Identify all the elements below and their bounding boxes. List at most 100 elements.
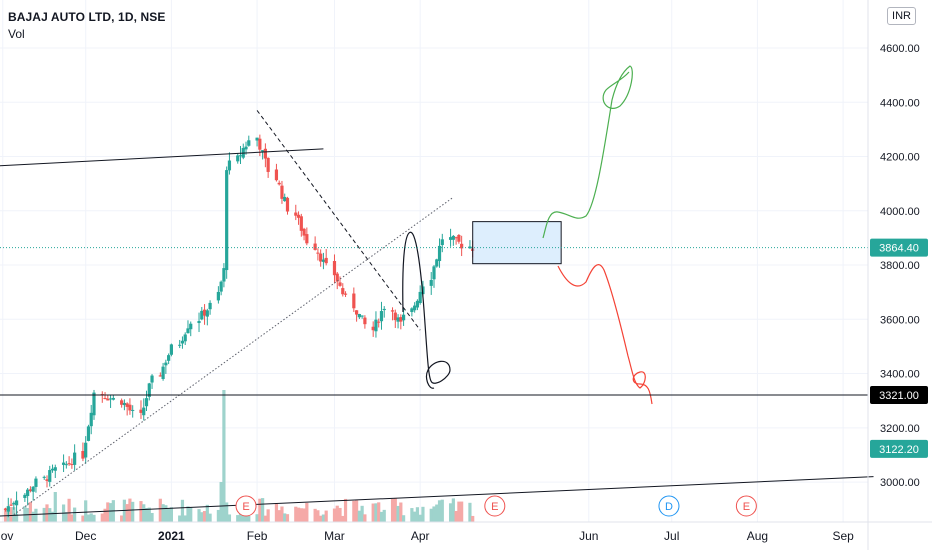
candle[interactable] [14, 491, 19, 515]
candle[interactable] [216, 286, 220, 304]
candle[interactable] [208, 300, 212, 315]
candle[interactable] [161, 362, 165, 381]
candle[interactable] [28, 486, 33, 493]
candle[interactable] [86, 424, 91, 442]
candle[interactable] [468, 240, 472, 250]
candle[interactable] [285, 196, 290, 215]
drawings[interactable] [0, 110, 874, 517]
candle[interactable] [219, 280, 223, 296]
candle[interactable] [128, 398, 132, 415]
candle[interactable] [183, 332, 187, 345]
candle[interactable] [451, 235, 455, 246]
horizontal-levels[interactable] [0, 247, 868, 396]
candle[interactable] [294, 204, 298, 221]
candle[interactable] [23, 493, 27, 502]
candle[interactable] [108, 395, 113, 408]
candle[interactable] [12, 501, 16, 510]
candle[interactable] [31, 486, 35, 501]
dividend-marker[interactable]: D [658, 495, 680, 517]
candle[interactable] [70, 458, 74, 469]
candle[interactable] [189, 321, 193, 337]
candle[interactable] [84, 436, 88, 464]
candle[interactable] [200, 306, 204, 321]
freehand-black[interactable] [402, 231, 451, 389]
candle[interactable] [167, 353, 171, 365]
candle[interactable] [280, 180, 284, 204]
candle[interactable] [103, 392, 107, 400]
candle[interactable] [374, 311, 378, 338]
trendline-dashed[interactable] [256, 110, 421, 331]
candle[interactable] [222, 263, 226, 288]
candle[interactable] [164, 359, 168, 374]
candle[interactable] [341, 283, 345, 297]
candle[interactable] [67, 456, 71, 466]
freehand-green[interactable] [542, 65, 633, 239]
candle[interactable] [354, 310, 359, 322]
candle[interactable] [144, 390, 149, 412]
candle[interactable] [460, 235, 464, 257]
candle[interactable] [48, 465, 52, 487]
candle[interactable] [106, 394, 110, 401]
candle[interactable] [227, 152, 232, 175]
candle[interactable] [205, 308, 209, 326]
candle[interactable] [382, 306, 386, 318]
candle[interactable] [169, 343, 173, 357]
candle[interactable] [343, 291, 348, 298]
candle[interactable] [437, 238, 442, 268]
candle[interactable] [363, 315, 367, 329]
candle[interactable] [332, 254, 337, 284]
candle[interactable] [377, 318, 381, 328]
candle[interactable] [6, 497, 10, 518]
candle[interactable] [9, 498, 13, 507]
candle[interactable] [73, 444, 77, 471]
price-axis[interactable]: 4600.00 4400.00 4200.00 4000.00 3800.00 3600.… [867, 0, 928, 550]
candle[interactable] [89, 404, 93, 435]
candle[interactable] [26, 488, 30, 506]
candle[interactable] [299, 213, 303, 237]
candle[interactable] [418, 285, 422, 305]
candle[interactable] [413, 302, 417, 313]
candle[interactable] [296, 211, 301, 225]
candle[interactable] [100, 391, 104, 403]
candle[interactable] [178, 339, 182, 349]
candle[interactable] [263, 143, 267, 168]
trendline-solid[interactable] [0, 148, 324, 167]
candle[interactable] [448, 228, 453, 247]
candle[interactable] [50, 464, 55, 473]
candle[interactable] [147, 382, 151, 401]
candle[interactable] [131, 405, 135, 418]
earnings-marker[interactable]: E [484, 495, 506, 517]
price-badge[interactable]: 3122.20 [870, 439, 928, 458]
price-badge[interactable]: 3864.40 [870, 238, 928, 257]
candle[interactable] [305, 227, 309, 246]
candle[interactable] [241, 143, 245, 160]
candle[interactable] [202, 304, 207, 325]
candle[interactable] [390, 307, 395, 321]
candle[interactable] [247, 135, 251, 147]
candle[interactable] [352, 287, 356, 313]
candle[interactable] [180, 336, 185, 349]
candle[interactable] [379, 301, 384, 330]
candle[interactable] [457, 234, 461, 244]
candle[interactable] [64, 461, 68, 469]
candle[interactable] [45, 475, 49, 488]
time-axis[interactable]: Nov Dec 2021 Feb Mar Apr Jun Jul Aug Sep [0, 521, 932, 543]
candle[interactable] [415, 299, 420, 311]
candle[interactable] [150, 374, 154, 389]
candle[interactable] [186, 320, 190, 334]
candle[interactable] [238, 145, 243, 165]
candle[interactable] [396, 314, 400, 329]
trendline-solid[interactable] [0, 476, 874, 518]
candle[interactable] [338, 276, 342, 287]
candle[interactable] [42, 475, 46, 480]
candle[interactable] [139, 400, 143, 419]
freehand-red[interactable] [557, 264, 653, 405]
candle[interactable] [432, 264, 436, 288]
candle[interactable] [401, 308, 406, 326]
candle[interactable] [324, 249, 328, 266]
earnings-marker[interactable]: E [735, 495, 757, 517]
currency-button[interactable]: INR [887, 7, 916, 25]
candle[interactable] [410, 307, 414, 317]
